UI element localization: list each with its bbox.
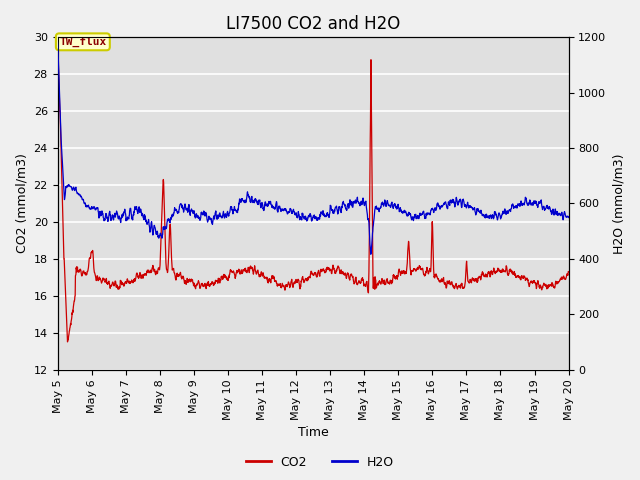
Legend: CO2, H2O: CO2, H2O: [241, 451, 399, 474]
Y-axis label: H2O (mmol/m3): H2O (mmol/m3): [612, 153, 625, 254]
Title: LI7500 CO2 and H2O: LI7500 CO2 and H2O: [226, 15, 400, 33]
X-axis label: Time: Time: [298, 426, 328, 439]
Y-axis label: CO2 (mmol/m3): CO2 (mmol/m3): [15, 154, 28, 253]
Text: TW_flux: TW_flux: [60, 36, 106, 47]
